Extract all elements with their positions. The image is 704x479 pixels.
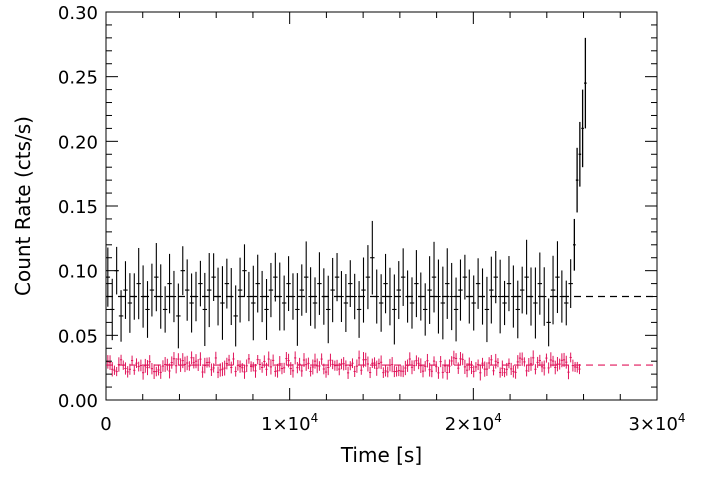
x-tick-label: 3×104 <box>628 411 685 435</box>
y-tick-label: 0.25 <box>58 68 98 89</box>
y-tick-label: 0.30 <box>58 3 98 24</box>
x-axis-label: Time [s] <box>340 443 422 467</box>
plot-area <box>105 11 658 401</box>
x-tick-label: 2×104 <box>445 411 502 435</box>
y-tick-label: 0.10 <box>58 262 98 283</box>
x-axis-ticks: 0 1×104 2×104 3×104 <box>100 12 686 435</box>
y-tick-label: 0.00 <box>58 391 98 412</box>
source-series <box>105 37 587 349</box>
y-tick-label: 0.20 <box>58 132 98 153</box>
y-tick-label: 0.05 <box>58 326 98 347</box>
reference-lines <box>106 295 657 366</box>
y-axis-ticks: 0.00 0.05 0.10 0.15 0.20 0.25 0.30 <box>58 3 657 412</box>
plot-frame <box>105 11 658 401</box>
background-series <box>106 350 581 381</box>
x-tick-label: 1×104 <box>261 411 318 435</box>
y-tick-label: 0.15 <box>58 197 98 218</box>
x-tick-label: 0 <box>100 414 111 435</box>
y-axis-label: Count Rate (cts/s) <box>11 116 35 296</box>
